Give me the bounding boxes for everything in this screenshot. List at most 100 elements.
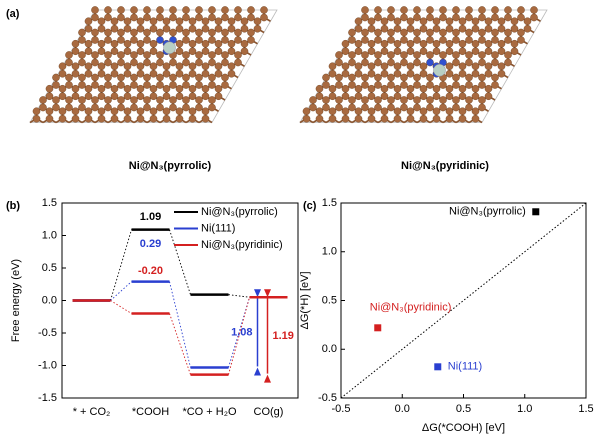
atom (260, 13, 268, 22)
atom (162, 92, 171, 101)
atom (97, 107, 106, 116)
atom (117, 58, 125, 67)
atom (149, 47, 158, 56)
atom (393, 107, 402, 116)
structure (299, 6, 548, 124)
atom (71, 47, 80, 56)
atom (478, 36, 486, 44)
atom (143, 58, 151, 67)
atom (367, 62, 376, 71)
atom (465, 58, 473, 67)
atom (188, 47, 197, 56)
y-tick-label: 0.0 (322, 343, 337, 355)
atom (387, 36, 395, 44)
y-tick-label: -0.5 (318, 392, 337, 404)
atom (110, 107, 119, 116)
y-tick-label: 1.5 (322, 197, 337, 209)
atom (104, 96, 112, 104)
atom (117, 103, 125, 112)
atom (208, 96, 216, 104)
atom (432, 114, 441, 123)
atom (471, 47, 480, 56)
atom (97, 92, 106, 101)
atom (123, 84, 132, 93)
atom (406, 69, 415, 78)
atom (65, 58, 73, 67)
atom (517, 6, 525, 14)
atom (123, 47, 132, 56)
atom (78, 51, 86, 59)
atom (426, 58, 434, 67)
atom (195, 28, 203, 37)
atom (419, 107, 428, 116)
atom (182, 28, 190, 37)
atom (247, 36, 255, 44)
atom (328, 69, 337, 78)
atom (484, 92, 493, 101)
atom (240, 17, 249, 26)
atom (465, 13, 473, 22)
atom (413, 73, 421, 82)
atom (530, 13, 538, 22)
atom (335, 51, 343, 59)
atom (169, 81, 177, 89)
atom (452, 28, 460, 37)
atom (162, 114, 171, 123)
atom (335, 58, 343, 67)
atom (393, 24, 402, 33)
atom (201, 24, 210, 33)
atom (71, 62, 80, 71)
atom (361, 51, 369, 59)
atom (413, 6, 421, 14)
atom (253, 17, 262, 26)
atom (400, 103, 408, 112)
atom (348, 36, 356, 44)
atom (201, 84, 210, 93)
atom (445, 69, 454, 78)
atom (104, 6, 112, 14)
atom (387, 51, 395, 59)
atom (71, 69, 80, 78)
atom (491, 58, 499, 67)
point-label: Ni@N₃(pyridinic) (370, 302, 452, 314)
atom (439, 103, 447, 112)
atom (208, 81, 216, 89)
atom (156, 73, 164, 82)
atom (432, 47, 441, 56)
atom (406, 47, 415, 56)
atom (104, 51, 112, 59)
atom (227, 24, 236, 33)
atom (240, 24, 249, 33)
atom (504, 58, 512, 67)
structure-label: Ni@N₃(pyrrolic) (129, 160, 212, 172)
atom (169, 28, 177, 37)
atom (84, 17, 93, 26)
atom (367, 92, 376, 101)
y-axis-label: Free energy (eV) (10, 259, 22, 342)
atom (413, 81, 421, 89)
atom (393, 17, 402, 26)
atom (117, 28, 125, 37)
atom (136, 107, 145, 116)
atom (478, 6, 486, 14)
atom (309, 103, 317, 112)
atom (393, 47, 402, 56)
atom (110, 92, 119, 101)
atom (156, 58, 164, 67)
atom (471, 39, 480, 48)
atom (195, 13, 203, 22)
atom (380, 69, 389, 78)
atom (367, 39, 376, 48)
atom (143, 36, 151, 44)
atom (84, 69, 93, 78)
atom (156, 103, 164, 112)
y-tick-label: 0.5 (322, 294, 337, 306)
atom (143, 28, 151, 37)
atom (136, 47, 145, 56)
atom (413, 96, 421, 104)
atom (162, 62, 171, 71)
atom (348, 81, 356, 89)
atom (149, 39, 158, 48)
atom (227, 69, 236, 78)
